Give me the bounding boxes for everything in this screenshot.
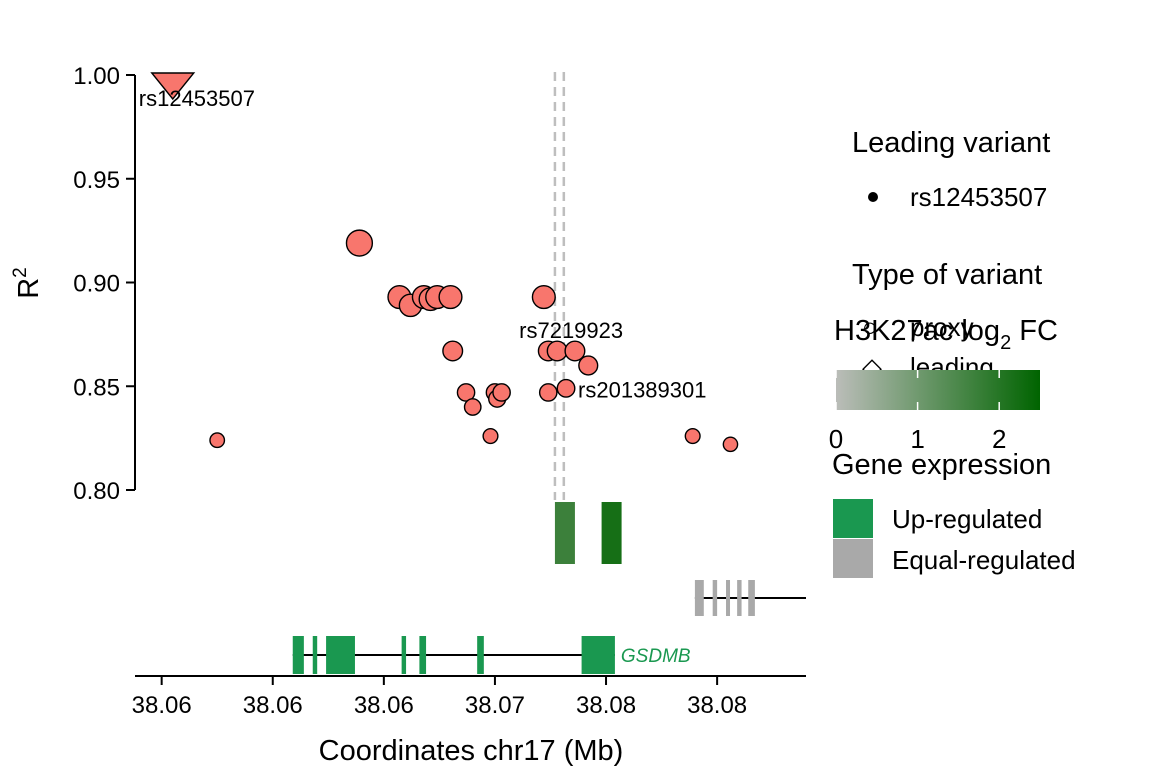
legend-gene-up: Up-regulated bbox=[892, 504, 1042, 534]
leading-variant-label: rs12453507 bbox=[139, 86, 255, 111]
h3k27ac-peak-0 bbox=[554, 502, 575, 564]
x-tick-label-2: 38.06 bbox=[354, 692, 414, 719]
variant-point-23 bbox=[722, 436, 739, 453]
variant-point-8 bbox=[442, 340, 464, 362]
legend-h3k27ac-colorbar bbox=[836, 370, 1040, 410]
x-tick-label-5: 38.08 bbox=[687, 692, 747, 719]
gene-exon-0-6 bbox=[581, 636, 615, 674]
x-tick-label-3: 38.07 bbox=[465, 692, 525, 719]
variant-point-20 bbox=[564, 340, 586, 362]
annotation-tracks: GSDMB bbox=[292, 502, 806, 674]
legend-gene-title: Gene expression bbox=[832, 449, 1051, 481]
variant-points bbox=[150, 72, 739, 453]
legend-type-title: Type of variant bbox=[852, 259, 1042, 291]
variant-point-9 bbox=[456, 383, 476, 402]
x-tick-label-1: 38.06 bbox=[243, 692, 303, 719]
variant-point-0 bbox=[209, 432, 226, 449]
legend-h3k27ac-title: H3K27ac log2 FC bbox=[834, 315, 1058, 354]
reference-lines bbox=[553, 72, 566, 500]
y-tick-label-0: 0.80 bbox=[73, 478, 120, 505]
variant-point-15 bbox=[531, 284, 556, 310]
gene-exon-0-0 bbox=[292, 636, 304, 674]
gene-exon-1-0 bbox=[694, 580, 704, 616]
y-tick-label-3: 0.95 bbox=[73, 167, 120, 194]
gene-exon-1-4 bbox=[748, 580, 755, 616]
y-axis-title: R2 bbox=[10, 267, 45, 299]
variant-label-18: rs7219923 bbox=[519, 318, 623, 343]
legend-leading-item: rs12453507 bbox=[910, 182, 1047, 212]
legend-leading-dot bbox=[868, 192, 878, 202]
legend-type-proxy: proxy bbox=[910, 312, 974, 342]
gene-exon-0-1 bbox=[312, 636, 318, 674]
x-tick-label-0: 38.06 bbox=[132, 692, 192, 719]
variant-point-1 bbox=[345, 229, 374, 257]
leading-variant-point bbox=[150, 72, 196, 101]
variant-label-19: rs201389301 bbox=[578, 377, 706, 402]
h3-tick-label-0: 0 bbox=[829, 424, 843, 454]
axes: 0.80 0.85 0.90 0.95 1.00 38.06 38.06 38.06 38.07… bbox=[73, 63, 806, 719]
x-tick-label-4: 38.08 bbox=[576, 692, 636, 719]
legend: Leading variant rs12453507 Type of varia… bbox=[829, 127, 1076, 578]
legend-type-proxy-symbol: ○ bbox=[862, 312, 878, 342]
legend-gene-swatch-up bbox=[833, 499, 873, 538]
gene-exon-1-1 bbox=[712, 580, 718, 616]
x-axis-title: Coordinates chr17 (Mb) bbox=[319, 735, 624, 767]
gene-exon-0-4 bbox=[419, 636, 427, 674]
legend-gene-equal: Equal-regulated bbox=[892, 545, 1076, 575]
gene-exon-0-2 bbox=[326, 636, 355, 674]
gene-exon-1-3 bbox=[737, 580, 742, 616]
legend-h3k27ac-ticks: 0 1 2 bbox=[829, 370, 1006, 454]
variant-point-14 bbox=[492, 383, 511, 402]
y-tick-label-2: 0.90 bbox=[73, 271, 120, 298]
variant-point-10 bbox=[463, 398, 482, 416]
legend-leading-title: Leading variant bbox=[852, 127, 1050, 159]
y-tick-label-1: 0.85 bbox=[73, 374, 120, 401]
h3-tick-label-1: 1 bbox=[910, 424, 924, 454]
variant-point-19 bbox=[556, 378, 576, 398]
h3k27ac-peak-1 bbox=[601, 502, 622, 564]
gene-exon-1-2 bbox=[726, 580, 731, 616]
gene-name-label: GSDMB bbox=[621, 646, 691, 667]
variant-point-17 bbox=[538, 383, 558, 402]
y-tick-label-4: 1.00 bbox=[73, 63, 120, 90]
variant-point-22 bbox=[684, 427, 701, 445]
legend-gene-swatch-equal bbox=[833, 539, 873, 578]
h3-tick-label-2: 2 bbox=[992, 424, 1006, 454]
variant-point-11 bbox=[482, 427, 499, 445]
variant-labels: rs12453507 rs7219923 rs201389301 bbox=[139, 86, 707, 402]
variant-point-21 bbox=[578, 355, 599, 376]
variant-point-7 bbox=[438, 284, 463, 310]
gene-exon-0-3 bbox=[401, 636, 407, 674]
variant-point-18 bbox=[546, 340, 568, 362]
gene-exon-0-5 bbox=[477, 636, 484, 674]
